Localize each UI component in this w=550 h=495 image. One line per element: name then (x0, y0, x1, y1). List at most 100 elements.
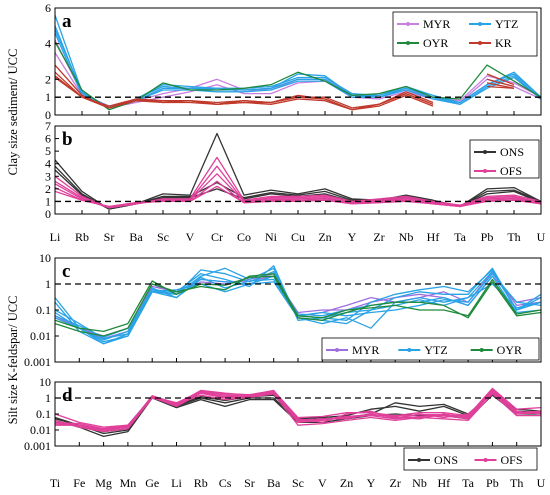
legend-marker (483, 169, 487, 173)
x-tick-label: V (186, 230, 195, 244)
legend-marker (483, 150, 487, 154)
x-tick-label: Y (348, 230, 357, 244)
series-line-ytz-3 (54, 275, 542, 343)
legend-box (403, 447, 538, 471)
x-tick-label: Ni (265, 230, 278, 244)
series-line-ofs-2 (54, 390, 542, 430)
y-tick-label: 4 (45, 157, 51, 171)
y-tick-label: 5 (45, 144, 51, 158)
y-tick-label: 6 (45, 132, 51, 146)
legend-entry-myr: MYR (397, 17, 450, 31)
x-tick-label: Rb (75, 230, 89, 244)
y-axis-label-silt: Silt size K-feldspar/ UCC (6, 296, 20, 425)
legend-label: OYR (423, 36, 448, 50)
y-tick-label: 0.001 (24, 439, 51, 453)
y-tick-label: 0 (45, 108, 51, 122)
x-tick-label: Co (237, 230, 251, 244)
x-tick-label: Rb (194, 476, 208, 490)
legend-label: KR (495, 36, 512, 50)
legend-entry-ons: ONS (408, 453, 458, 467)
y-tick-label: 10 (39, 251, 51, 265)
legend-entry-ytz: YTZ (398, 343, 448, 357)
legend-marker (483, 458, 488, 462)
y-tick-label: 6 (45, 1, 51, 15)
y-tick-label: 0.1 (36, 303, 51, 317)
legend-label: YTZ (495, 17, 518, 31)
x-tick-label: U (537, 476, 546, 490)
x-tick-label: Sr (104, 230, 115, 244)
legend-entry-ytz: YTZ (469, 17, 518, 31)
panel-c: 0.001 0.01 0.1 1 10 c MYR YTZ OYR (24, 251, 542, 369)
x-tick-label: Zn (318, 230, 331, 244)
x-tick-label: Mn (120, 476, 137, 490)
panel-a: 0 2 4 6 1 a MYR YTZ OYR KR (45, 1, 542, 122)
x-tick-label: Ta (462, 476, 474, 490)
series-line-myr-1 (54, 275, 542, 340)
x-tick-label: Li (50, 230, 61, 244)
x-tick-label: Pb (481, 230, 494, 244)
x-tick-label: Th (507, 230, 520, 244)
x-tick-label: Ge (145, 476, 159, 490)
series-line-ytz-6 (54, 281, 542, 338)
legend-marker (335, 348, 339, 352)
legend-entry-ofs: OFS (474, 453, 523, 467)
series-line-ofs-4 (54, 393, 541, 433)
y-tick-label: 1 (45, 194, 51, 208)
legend-label: ONS (434, 453, 458, 467)
x-tick-label: Sc (157, 230, 169, 244)
x-tick-label: Ba (267, 476, 281, 490)
x-tick-label: Ti (50, 476, 61, 490)
legend-label: OFS (500, 164, 522, 178)
x-tick-label: Li (171, 476, 182, 490)
legend-box (392, 11, 538, 57)
x-tick-label: Ta (454, 230, 466, 244)
legend-marker (406, 22, 410, 26)
legend-marker (407, 348, 412, 352)
x-tick-label: Zr (373, 230, 384, 244)
series-line-ofs-1 (55, 388, 542, 431)
panel-letter: a (62, 11, 72, 32)
x-tick-label: Hf (427, 230, 440, 244)
x-tick-label: Pb (486, 476, 499, 490)
legend-entry-ofs: OFS (474, 164, 522, 178)
x-tick-label: Cu (291, 230, 305, 244)
y-tick-label: 2 (45, 72, 51, 86)
legend-box (321, 337, 540, 361)
legend-marker (406, 41, 410, 45)
y-tick-label: 0 (45, 207, 51, 221)
y-tick-label: 0.001 (24, 355, 51, 369)
panel-letter: d (62, 385, 73, 406)
x-tick-label: Y (367, 476, 376, 490)
x-tick-label: U (537, 230, 546, 244)
x-tick-label: Zn (340, 476, 353, 490)
x-tick-label: Sr (244, 476, 255, 490)
y-tick-label: 0.1 (36, 407, 51, 421)
x-tick-label: Sc (292, 476, 304, 490)
legend-marker (478, 41, 482, 45)
x-tick-label: Nb (399, 230, 414, 244)
legend-label: YTZ (424, 343, 447, 357)
x-tick-label: Nb (412, 476, 427, 490)
y-tick-label: 1 (45, 277, 51, 291)
x-tick-label: Ba (129, 230, 143, 244)
panel-d: 0.001 0.01 0.1 1 10 Ti Fe Mg Mn Ge Li Rb Cs Sr Ba Sc V Zn… (24, 375, 546, 490)
y-tick-label: 1 (45, 391, 51, 405)
series-line-kr-4 (54, 75, 515, 111)
series-line-ofs-6 (54, 389, 542, 430)
y-tick-label: 3 (45, 169, 51, 183)
legend-entry-ons: ONS (474, 145, 524, 159)
series-line-oyr-2 (54, 273, 542, 337)
y-tick-label: 2 (45, 182, 51, 196)
y-tick-label: 1 (45, 90, 51, 104)
y-tick-label: 4 (45, 37, 51, 51)
legend-marker (417, 458, 421, 462)
x-tick-label: Fe (73, 476, 85, 490)
legend-entry-myr: MYR (326, 343, 379, 357)
panel-letter: b (62, 129, 73, 150)
legend-label: OFS (501, 453, 523, 467)
x-tick-label: Mg (95, 476, 112, 490)
x-tick-label: Cs (219, 476, 232, 490)
legend-label: OYR (497, 343, 522, 357)
